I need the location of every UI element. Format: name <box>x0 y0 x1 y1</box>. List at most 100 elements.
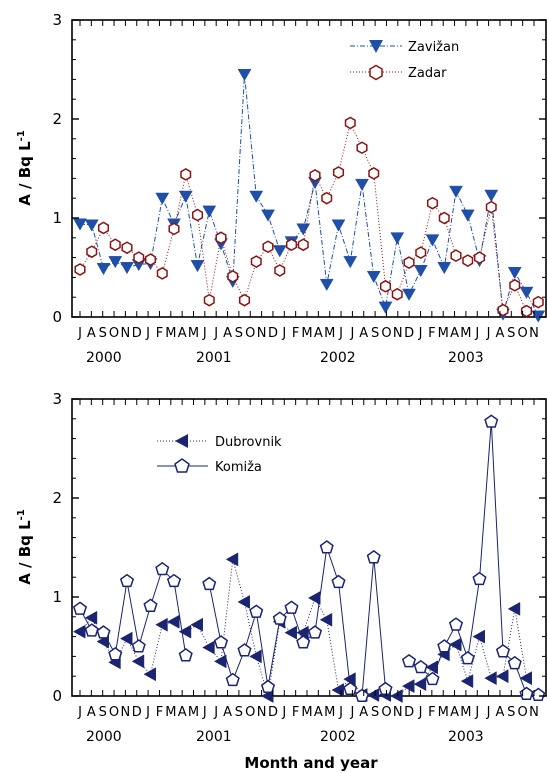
month-label: A <box>87 705 96 720</box>
legend-label-komiza: Komiža <box>215 460 262 475</box>
data-point <box>391 287 403 301</box>
data-point <box>473 251 486 264</box>
legend: Dubrovnik Komiža <box>157 434 282 475</box>
data-point <box>225 672 240 687</box>
year-label: 2000 <box>86 729 122 745</box>
data-point <box>86 245 98 259</box>
data-point <box>497 303 509 317</box>
data-point <box>484 414 499 428</box>
month-label: J <box>213 705 218 720</box>
month-label: N <box>529 705 539 720</box>
month-label: J <box>338 326 343 341</box>
series-line-2 <box>208 547 386 697</box>
month-label: F <box>292 326 299 341</box>
data-point <box>520 304 533 318</box>
series-line-1 <box>79 74 539 317</box>
month-label: J <box>418 705 423 720</box>
month-label: A <box>223 705 232 720</box>
data-point <box>72 601 88 615</box>
month-label: N <box>393 326 403 341</box>
month-label: S <box>371 326 379 341</box>
data-point <box>378 301 393 314</box>
data-point <box>532 295 544 309</box>
month-label: A <box>495 326 504 341</box>
data-point <box>178 190 193 203</box>
data-point <box>96 625 111 639</box>
legend-entry: Komiža <box>157 458 262 475</box>
data-point <box>73 218 87 231</box>
month-label: O <box>245 705 255 720</box>
month-label: S <box>99 326 107 341</box>
data-point <box>331 683 344 697</box>
data-point <box>260 679 276 694</box>
month-label: M <box>438 326 449 341</box>
data-point <box>274 264 286 277</box>
data-point <box>84 610 98 625</box>
y-tick-label: 3 <box>52 390 62 408</box>
data-point <box>237 69 252 82</box>
month-label: S <box>371 705 379 720</box>
data-point <box>413 265 428 278</box>
data-point <box>307 625 323 639</box>
data-point <box>131 654 145 669</box>
month-label: D <box>132 326 142 341</box>
y-tick-label: 3 <box>52 11 62 29</box>
month-label: J <box>213 326 218 341</box>
data-point <box>519 686 534 701</box>
data-point <box>401 679 415 694</box>
month-label: S <box>235 326 243 341</box>
data-point <box>509 278 521 292</box>
data-point <box>250 255 262 268</box>
month-label: J <box>202 705 207 720</box>
data-point <box>332 166 345 179</box>
data-point <box>460 209 475 222</box>
month-label: J <box>338 705 343 720</box>
data-point <box>402 288 416 301</box>
data-point <box>155 561 170 576</box>
legend-label-dubrovnik: Dubrovnik <box>215 435 282 450</box>
data-point <box>155 192 170 205</box>
data-point <box>413 659 428 674</box>
data-point <box>166 573 182 588</box>
data-point <box>203 293 215 307</box>
month-label: A <box>314 705 323 720</box>
data-point <box>190 260 205 273</box>
data-point <box>449 185 463 198</box>
y-tick-labels: 0 1 2 3 <box>52 390 62 705</box>
month-label: A <box>495 705 504 720</box>
y-tick-marks <box>72 398 546 697</box>
month-label: J <box>474 326 479 341</box>
data-point <box>202 576 217 591</box>
data-point <box>249 190 264 203</box>
data-point <box>297 238 309 252</box>
data-point <box>343 681 358 696</box>
data-point <box>84 623 99 637</box>
data-point <box>484 671 497 686</box>
data-point <box>519 671 532 686</box>
data-point <box>261 209 275 222</box>
month-label: A <box>314 326 323 341</box>
data-point <box>190 617 203 632</box>
year-labels: 2000 2001 2002 2003 <box>86 729 484 745</box>
month-label: D <box>268 705 278 720</box>
data-point <box>448 637 462 652</box>
data-point <box>426 196 439 210</box>
month-label: A <box>87 326 96 341</box>
month-label: O <box>245 326 255 341</box>
data-point <box>485 200 497 214</box>
legend-marker-zadar <box>369 64 383 81</box>
month-label: J <box>281 326 286 341</box>
data-point <box>120 262 134 275</box>
data-point <box>309 169 321 182</box>
data-point <box>97 221 110 235</box>
legend-label-zadar: Zadar <box>408 66 447 81</box>
data-point <box>213 654 227 669</box>
data-point <box>238 293 251 307</box>
month-label: F <box>292 705 299 720</box>
data-point <box>484 189 499 202</box>
month-label: J <box>474 705 479 720</box>
month-label: M <box>301 705 312 720</box>
data-point <box>438 211 450 225</box>
